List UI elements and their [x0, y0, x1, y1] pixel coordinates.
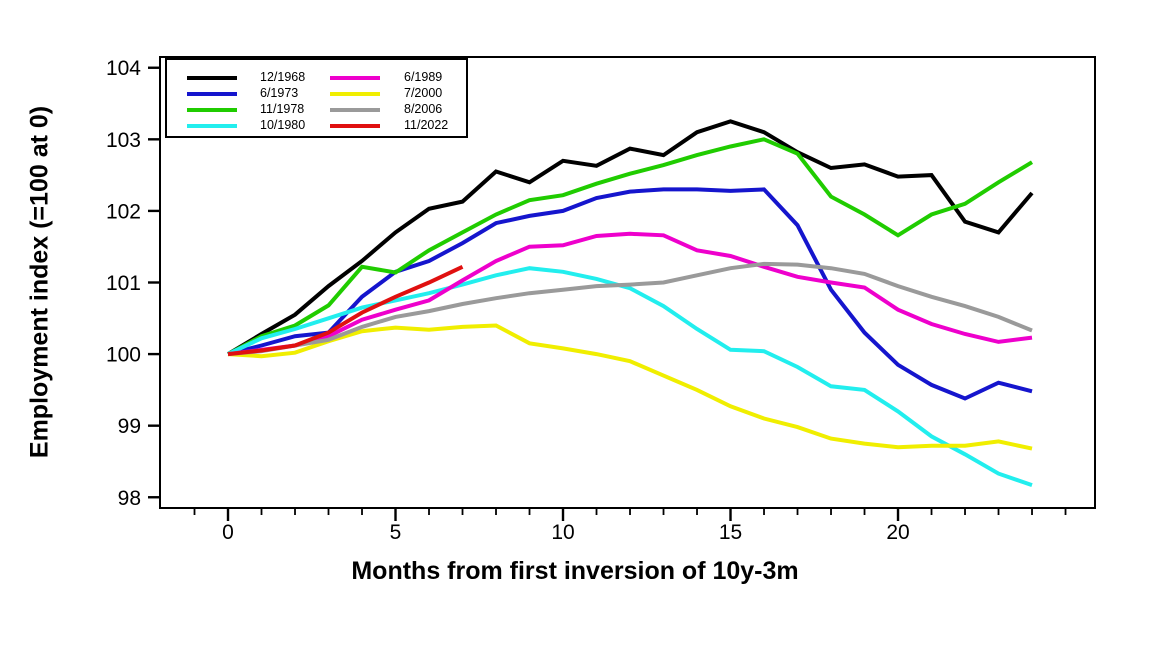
- x-tick-label: 15: [719, 521, 742, 544]
- legend-label-11-2022: 11/2022: [404, 118, 449, 132]
- legend-label-6-1973: 6/1973: [260, 86, 299, 100]
- legend-swatch-12-1968: [187, 76, 237, 80]
- series-11-1978: [227, 137, 1034, 356]
- y-axis-title: Employment index (=100 at 0): [25, 105, 54, 459]
- x-tick-label: 20: [886, 521, 909, 544]
- y-tick-label: 102: [106, 200, 141, 223]
- y-tick-label: 101: [106, 272, 141, 295]
- legend-swatch-11-2022: [330, 124, 380, 128]
- series-7-2000: [227, 323, 1033, 451]
- y-tick-label: 103: [106, 129, 141, 152]
- legend-label-12-1968: 12/1968: [260, 70, 306, 84]
- series-11-2022: [227, 264, 464, 357]
- legend-label-6-1989: 6/1989: [404, 70, 443, 84]
- legend-swatch-10-1980: [187, 124, 237, 128]
- legend-swatch-6-1989: [330, 76, 380, 80]
- x-tick-label: 5: [390, 521, 402, 544]
- legend-swatch-6-1973: [187, 92, 237, 96]
- x-tick-label: 10: [551, 521, 574, 544]
- legend-label-10-1980: 10/1980: [260, 118, 306, 132]
- legend-label-11-1978: 11/1978: [260, 102, 305, 116]
- legend-label-7-2000: 7/2000: [404, 86, 443, 100]
- x-tick-label: 0: [222, 521, 234, 544]
- x-axis-title: Months from first inversion of 10y-3m: [351, 557, 799, 585]
- series-10-1980: [227, 266, 1033, 487]
- series-8-2006: [227, 261, 1033, 357]
- y-tick-label: 98: [118, 487, 141, 510]
- series-6-1973: [227, 187, 1033, 401]
- y-tick-label: 104: [106, 57, 141, 80]
- y-tick-label: 100: [106, 344, 141, 367]
- y-tick-label: 99: [118, 415, 141, 438]
- legend-swatch-7-2000: [330, 92, 380, 96]
- legend-swatch-8-2006: [330, 108, 380, 112]
- chart-legend: 12/1968 6/1973 11/1978 10/1980 6/1989 7/2000 8…: [165, 58, 468, 138]
- series-12-1968: [226, 119, 1034, 356]
- legend-label-8-2006: 8/2006: [404, 102, 443, 116]
- series-6-1989: [227, 231, 1033, 357]
- legend-swatch-11-1978: [187, 108, 237, 112]
